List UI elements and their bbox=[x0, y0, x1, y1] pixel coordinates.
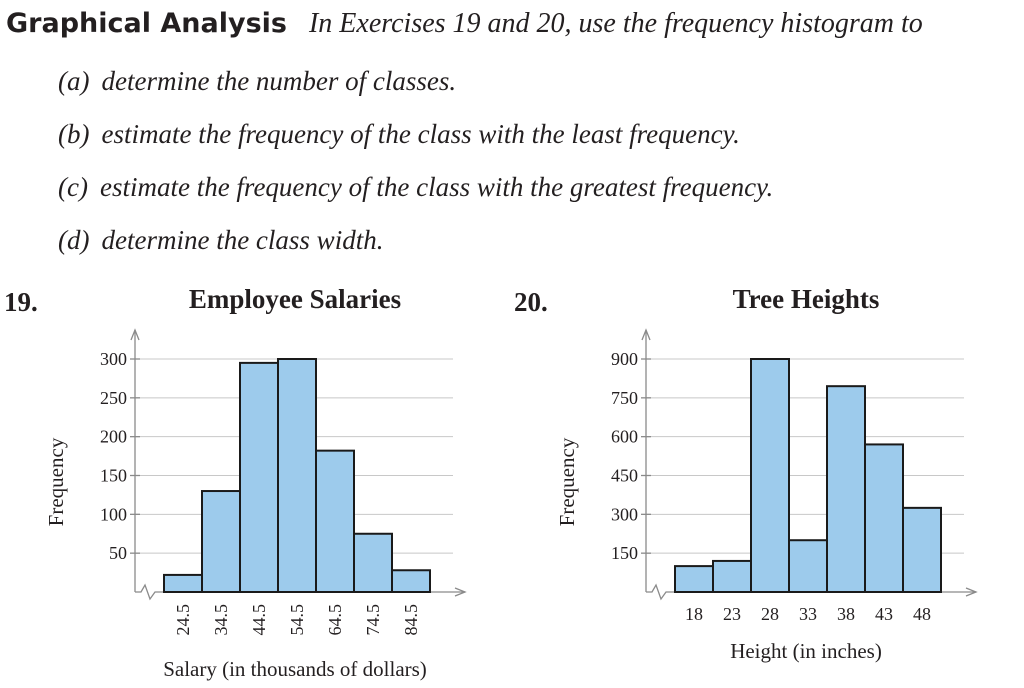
bar bbox=[712, 559, 752, 593]
exercise-number-19: 19. bbox=[4, 287, 38, 317]
bar bbox=[864, 443, 904, 593]
x-tick-label: 24.5 bbox=[173, 604, 193, 636]
part-label: (c) bbox=[58, 172, 88, 202]
x-tick-label: 23 bbox=[723, 604, 741, 624]
part-label: (b) bbox=[58, 119, 90, 149]
y-tick-label: 450 bbox=[611, 466, 638, 486]
y-axis-label: Frequency bbox=[555, 437, 579, 526]
y-tick-label: 250 bbox=[100, 388, 127, 408]
y-tick-label: 750 bbox=[611, 388, 638, 408]
x-tick-label: 34.5 bbox=[211, 604, 231, 636]
bar bbox=[239, 361, 279, 593]
y-axis-label: Frequency bbox=[44, 437, 68, 526]
bar bbox=[750, 358, 790, 593]
part-d: (d) determine the class width. bbox=[58, 225, 383, 256]
x-tick-label: 18 bbox=[685, 604, 703, 624]
x-tick-label: 54.5 bbox=[287, 604, 307, 636]
x-axis-label: Salary (in thousands of dollars) bbox=[163, 657, 427, 681]
section-title: Graphical Analysis bbox=[6, 8, 287, 39]
part-text: estimate the frequency of the class with… bbox=[101, 119, 740, 149]
y-axis-arrow bbox=[130, 328, 140, 341]
part-label: (a) bbox=[58, 66, 90, 96]
exercise-heading: Graphical Analysis In Exercises 19 and 20… bbox=[6, 8, 923, 40]
bar bbox=[315, 449, 355, 593]
x-tick-label: 38 bbox=[837, 604, 855, 624]
y-tick-label: 100 bbox=[100, 504, 127, 524]
y-tick-label: 600 bbox=[611, 427, 638, 447]
y-tick-label: 900 bbox=[611, 349, 638, 369]
part-label: (d) bbox=[58, 225, 90, 255]
exercise-number-20: 20. bbox=[514, 287, 548, 317]
bar bbox=[201, 490, 241, 594]
chart-title: Tree Heights bbox=[733, 284, 880, 314]
x-tick-label: 64.5 bbox=[325, 604, 345, 636]
x-axis-arrow bbox=[454, 587, 467, 597]
bar bbox=[163, 573, 203, 593]
x-tick-label: 74.5 bbox=[363, 604, 383, 636]
y-tick-label: 200 bbox=[100, 427, 127, 447]
bar bbox=[788, 539, 828, 594]
bar bbox=[902, 506, 942, 593]
x-tick-label: 43 bbox=[875, 604, 893, 624]
x-axis-arrow bbox=[965, 587, 978, 597]
instructions: In Exercises 19 and 20, use the frequenc… bbox=[308, 8, 923, 39]
x-tick-label: 33 bbox=[799, 604, 817, 624]
part-text: determine the number of classes. bbox=[101, 66, 457, 96]
x-tick-label: 44.5 bbox=[249, 604, 269, 636]
part-text: determine the class width. bbox=[101, 225, 384, 255]
y-tick-label: 150 bbox=[611, 543, 638, 563]
x-tick-label: 84.5 bbox=[401, 604, 421, 636]
x-tick-label: 28 bbox=[761, 604, 779, 624]
part-text: estimate the frequency of the class with… bbox=[99, 172, 774, 202]
tree-heights-histogram: Tree Heights 150 300 450 600 750 900 18 23 28 33 38… bbox=[555, 284, 978, 663]
bar bbox=[674, 565, 714, 594]
x-tick-label: 48 bbox=[913, 604, 931, 624]
part-a: (a) determine the number of classes. bbox=[58, 66, 456, 97]
employee-salaries-histogram: Employee Salaries 50 100 150 200 250 300 24.5 34… bbox=[44, 284, 467, 681]
x-axis-label: Height (in inches) bbox=[730, 639, 882, 663]
bar bbox=[391, 569, 431, 593]
y-tick-label: 50 bbox=[109, 543, 127, 563]
chart-title: Employee Salaries bbox=[189, 284, 401, 314]
y-tick-label: 300 bbox=[611, 504, 638, 524]
y-axis-arrow bbox=[641, 328, 651, 341]
y-tick-label: 300 bbox=[100, 349, 127, 369]
bar bbox=[826, 385, 866, 593]
part-b: (b) estimate the frequency of the class w… bbox=[58, 119, 740, 150]
bar bbox=[353, 532, 393, 593]
bar bbox=[277, 358, 317, 593]
part-c: (c) estimate the frequency of the class w… bbox=[58, 172, 773, 203]
y-tick-label: 150 bbox=[100, 466, 127, 486]
